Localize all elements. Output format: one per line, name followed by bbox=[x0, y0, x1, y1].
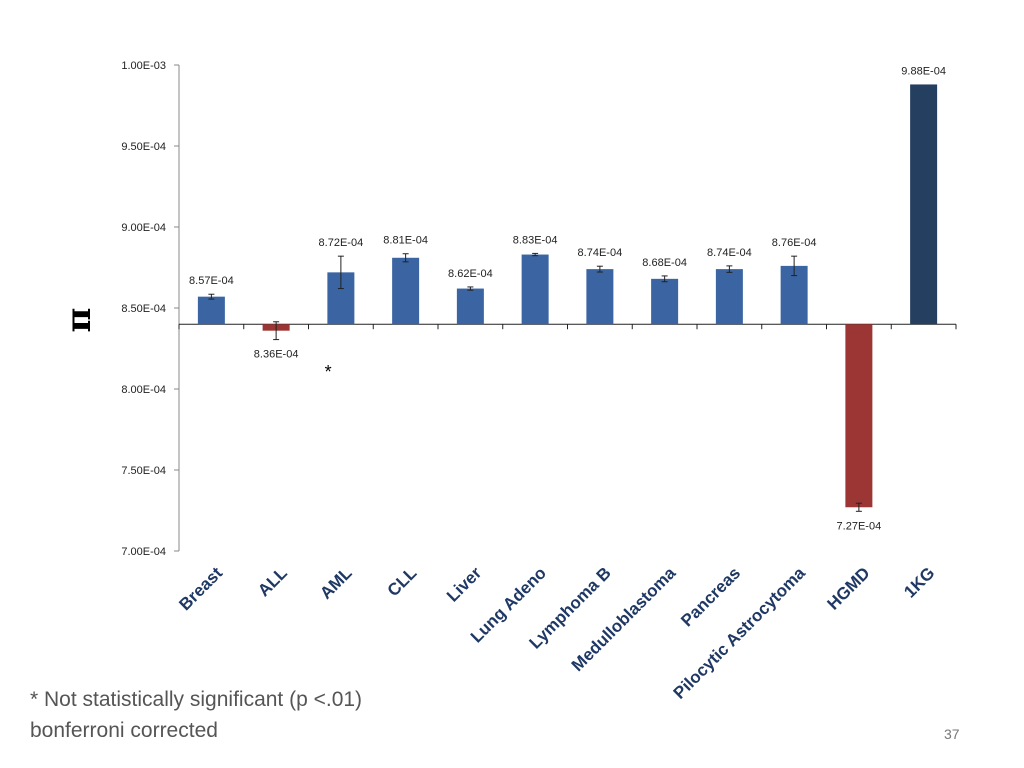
data-label: 8.72E-04 bbox=[319, 237, 364, 249]
data-label: 7.27E-04 bbox=[837, 520, 882, 532]
data-label: 8.36E-04 bbox=[254, 349, 299, 361]
data-label: 8.83E-04 bbox=[513, 234, 558, 246]
data-label: 8.74E-04 bbox=[578, 247, 623, 259]
x-tick-label: Pilocytic Astrocytoma bbox=[670, 563, 810, 703]
x-tick-label: Pancreas bbox=[677, 563, 744, 630]
x-tick-label: 1KG bbox=[900, 563, 938, 601]
data-label: 9.88E-04 bbox=[901, 65, 946, 77]
y-tick-label: 9.00E-04 bbox=[121, 222, 166, 234]
x-tick-label: CLL bbox=[384, 563, 421, 600]
data-label: 8.68E-04 bbox=[642, 257, 687, 269]
x-tick-label: AML bbox=[316, 563, 355, 602]
bar-pancreas bbox=[715, 269, 743, 325]
bar-liver bbox=[456, 288, 484, 325]
y-tick-label: 8.50E-04 bbox=[121, 303, 166, 315]
y-tick-label: 7.00E-04 bbox=[121, 546, 166, 558]
bar-lung-adeno bbox=[521, 254, 549, 325]
bar-medulloblastoma bbox=[651, 278, 679, 325]
data-label: 8.74E-04 bbox=[707, 247, 752, 259]
data-label: 8.62E-04 bbox=[448, 268, 493, 280]
x-tick-label: ALL bbox=[254, 563, 291, 600]
significance-annotation: * bbox=[325, 362, 332, 382]
y-tick-label: 7.50E-04 bbox=[121, 465, 166, 477]
y-tick-label: 9.50E-04 bbox=[121, 141, 166, 153]
bar-cll bbox=[392, 257, 420, 325]
data-label: 8.76E-04 bbox=[772, 237, 817, 249]
page-number: 37 bbox=[944, 726, 960, 742]
footnote-line-2: bonferroni corrected bbox=[30, 719, 218, 742]
bar-breast bbox=[197, 296, 225, 325]
y-tick-label: 1.00E-03 bbox=[121, 60, 166, 72]
x-tick-label: HGMD bbox=[824, 563, 874, 613]
bar-1kg bbox=[910, 84, 938, 325]
x-tick-label: Breast bbox=[175, 563, 226, 614]
data-label: 8.81E-04 bbox=[383, 235, 428, 247]
bar-lymphoma-b bbox=[586, 269, 614, 325]
y-tick-label: 8.00E-04 bbox=[121, 384, 166, 396]
data-label: 8.57E-04 bbox=[189, 275, 234, 287]
x-tick-label: Liver bbox=[443, 563, 485, 605]
footnote: * Not statistically significant (p <.01)… bbox=[30, 684, 362, 746]
y-axis-label: π bbox=[59, 308, 99, 333]
footnote-line-1: * Not statistically significant (p <.01) bbox=[30, 688, 363, 711]
bar-hgmd bbox=[845, 324, 873, 508]
